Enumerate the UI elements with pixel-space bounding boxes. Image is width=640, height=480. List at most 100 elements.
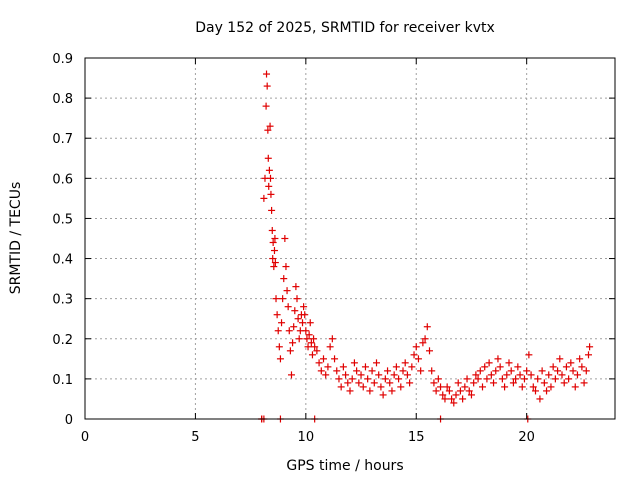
- y-tick-label: 0.1: [52, 373, 73, 388]
- data-point: [326, 343, 334, 351]
- data-point: [487, 371, 495, 379]
- data-point: [567, 359, 575, 367]
- data-point: [305, 331, 313, 339]
- data-point: [310, 335, 318, 343]
- data-point: [470, 379, 478, 387]
- data-point: [379, 391, 387, 399]
- x-tick-label: 5: [191, 430, 199, 445]
- data-point: [540, 379, 548, 387]
- data-point: [276, 355, 284, 363]
- data-point: [532, 387, 539, 395]
- data-point: [408, 363, 416, 371]
- x-tick-label: 15: [408, 430, 425, 445]
- data-point: [443, 383, 451, 391]
- data-point: [353, 367, 361, 375]
- data-point: [554, 367, 562, 375]
- y-axis-title: SRMTID / TECUs: [8, 182, 24, 295]
- data-point: [268, 206, 276, 214]
- data-point: [337, 383, 345, 391]
- data-point: [421, 335, 429, 343]
- data-point: [317, 367, 325, 375]
- data-point: [401, 359, 409, 367]
- data-point: [306, 319, 314, 327]
- data-point: [262, 102, 270, 110]
- data-point: [311, 343, 319, 351]
- data-point: [264, 154, 272, 162]
- data-point: [299, 319, 307, 327]
- data-point: [279, 295, 287, 303]
- data-point: [275, 343, 283, 351]
- data-point: [525, 351, 533, 359]
- data-point: [322, 371, 330, 379]
- x-tick-label: 0: [81, 430, 89, 445]
- data-point: [302, 327, 310, 335]
- y-tick-label: 0.8: [52, 92, 73, 107]
- data-point: [428, 367, 436, 375]
- data-point: [578, 363, 586, 371]
- data-point: [346, 387, 354, 395]
- data-point: [357, 371, 365, 379]
- data-point: [410, 351, 418, 359]
- data-point: [320, 355, 327, 363]
- data-point: [562, 363, 570, 371]
- data-point: [308, 351, 316, 359]
- data-point: [437, 383, 445, 391]
- data-point: [272, 295, 280, 303]
- data-point: [465, 387, 473, 395]
- data-point: [399, 367, 407, 375]
- data-point: [534, 375, 542, 383]
- data-point: [397, 383, 405, 391]
- data-point: [390, 371, 398, 379]
- data-point: [301, 311, 309, 319]
- data-point: [287, 371, 295, 379]
- data-point: [509, 379, 517, 387]
- data-point: [463, 375, 471, 383]
- data-point: [496, 363, 504, 371]
- data-point: [265, 182, 273, 190]
- data-point: [445, 387, 453, 395]
- y-tick-label: 0.4: [52, 253, 73, 268]
- data-point: [479, 383, 486, 391]
- data-point: [286, 347, 294, 355]
- data-point: [269, 239, 277, 247]
- data-point: [501, 383, 509, 391]
- data-point: [264, 126, 272, 134]
- data-point: [576, 355, 584, 363]
- chart-title: Day 152 of 2025, SRMTID for receiver kvt…: [195, 20, 495, 36]
- data-point: [273, 311, 281, 319]
- data-point: [549, 363, 557, 371]
- data-point: [461, 383, 469, 391]
- data-point: [265, 166, 273, 174]
- data-point: [430, 379, 438, 387]
- data-point: [490, 379, 498, 387]
- data-point: [512, 375, 520, 383]
- data-point: [267, 174, 274, 182]
- data-point: [280, 275, 288, 283]
- data-point: [448, 395, 456, 403]
- ticks: 0 0.1 0.2 0.3 0.4 0.5 0.6 0.7 0.8 0.9 0 5 10 15 20: [52, 52, 615, 445]
- data-point: [303, 335, 311, 343]
- data-point: [507, 367, 515, 375]
- data-point: [505, 359, 513, 367]
- data-point: [481, 363, 489, 371]
- data-point: [547, 383, 555, 391]
- x-tick-label: 20: [518, 430, 535, 445]
- data-point: [268, 226, 276, 234]
- data-point: [556, 355, 564, 363]
- data-point: [518, 383, 526, 391]
- data-point: [514, 363, 522, 371]
- data-point: [426, 347, 433, 355]
- data-point: [403, 371, 411, 379]
- data-point: [520, 375, 528, 383]
- data-point: [569, 367, 577, 375]
- data-point: [282, 263, 290, 271]
- data-point: [270, 263, 278, 271]
- y-tick-label: 0: [65, 413, 73, 428]
- data-point: [529, 383, 537, 391]
- data-point: [388, 387, 396, 395]
- data-point: [292, 283, 300, 291]
- data-point: [263, 82, 271, 90]
- data-point: [328, 335, 336, 343]
- data-point: [450, 399, 458, 407]
- data-point: [384, 367, 392, 375]
